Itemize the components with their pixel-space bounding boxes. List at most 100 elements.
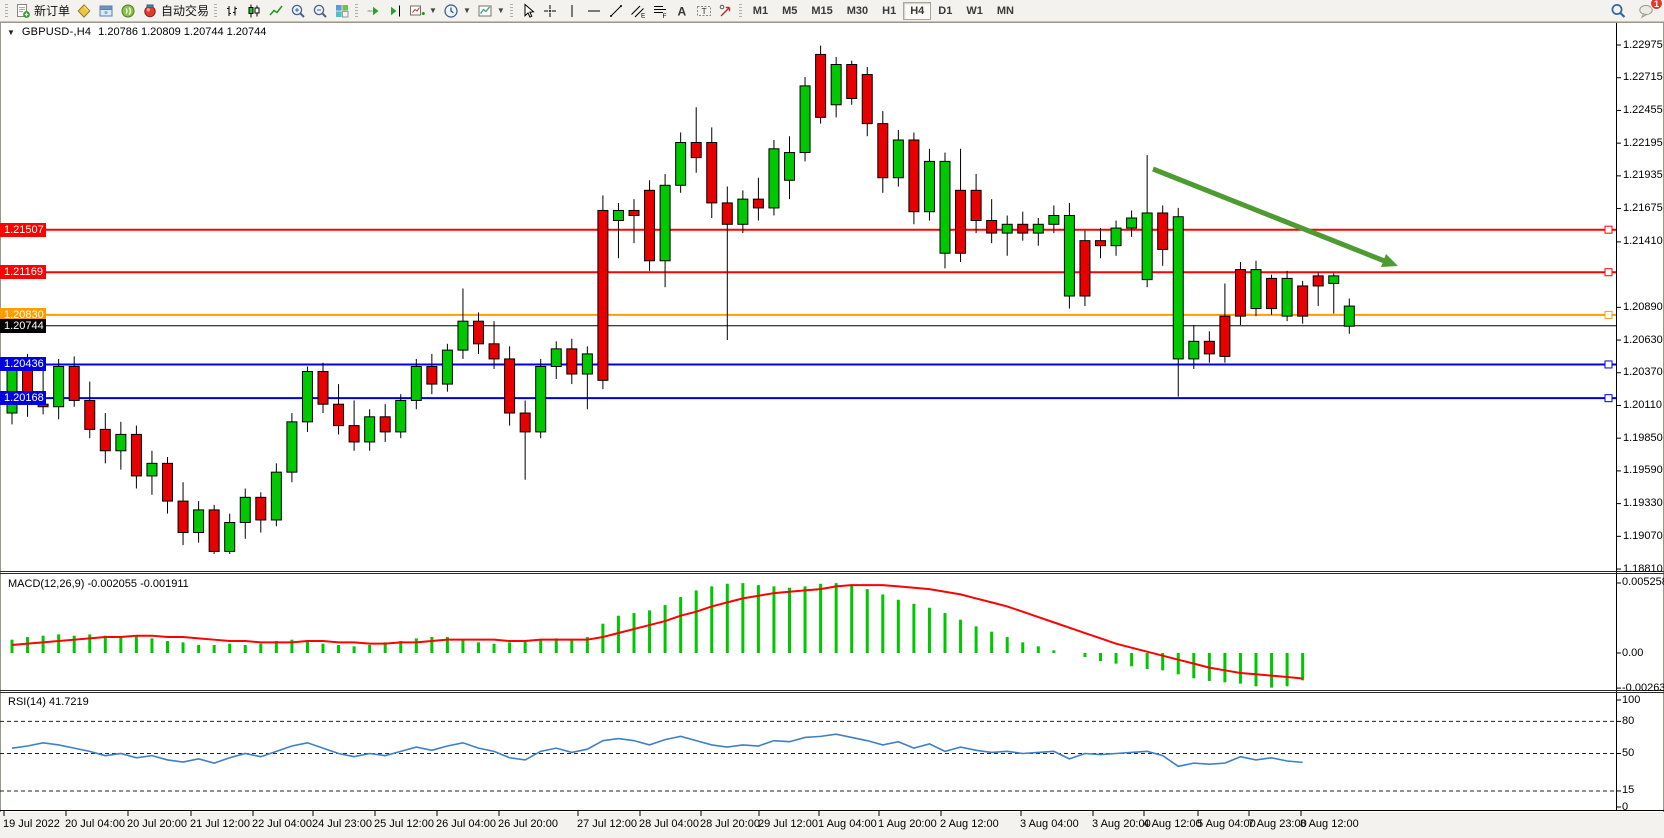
period-icon <box>443 3 459 19</box>
price-tick-label: 1.22715 <box>1623 71 1663 84</box>
price-tick-label: 1.20890 <box>1623 300 1663 313</box>
toolbar-grip <box>5 3 8 18</box>
toolbar-grip <box>738 3 742 18</box>
notification-badge: 1 <box>1650 0 1663 10</box>
cursor-icon <box>520 2 536 19</box>
fibonacci-button[interactable]: F <box>649 1 671 21</box>
autotrade-button[interactable]: 自动交易 <box>139 1 212 21</box>
time-axis-label: 28 Jul 04:00 <box>639 818 699 830</box>
hline-icon <box>586 3 602 19</box>
hline-button[interactable] <box>583 1 605 21</box>
time-axis-label: 22 Jul 04:00 <box>252 818 312 830</box>
price-tick-label: 1.19850 <box>1623 431 1663 444</box>
main-toolbar: 新订单 自动交易 ▼ ▼ ▼ E F A T M1 M5 M15 M30 H1 H4 D1 W1 MN 1 <box>0 0 1664 22</box>
price-tick-label: 1.20110 <box>1623 398 1662 411</box>
new-order-button[interactable]: 新订单 <box>12 1 73 21</box>
price-tick-label: 1.22195 <box>1623 136 1663 149</box>
time-axis-label: 3 Aug 20:00 <box>1092 818 1151 830</box>
terminal-icon <box>98 3 114 19</box>
chart-shift-button[interactable] <box>384 1 406 21</box>
zoom-out-button[interactable] <box>309 1 331 21</box>
price-tick-label: 1.21410 <box>1623 235 1663 248</box>
timeframe-button-d1[interactable]: D1 <box>938 4 953 17</box>
time-axis-label: 24 Jul 23:00 <box>312 818 372 830</box>
rsi-tick-label: 0 <box>1622 800 1629 813</box>
hline-price-label: 1.21169 <box>0 265 46 280</box>
price-tick-label: 1.18810 <box>1623 562 1663 575</box>
label-button[interactable]: T <box>693 1 715 21</box>
timeframe-button-mn[interactable]: MN <box>996 4 1014 17</box>
dropdown-arrow-icon[interactable]: ▼ <box>496 6 505 15</box>
candles-chart-button[interactable] <box>243 1 265 21</box>
trendline-button[interactable] <box>605 1 627 21</box>
period-button[interactable]: ▼ <box>440 1 474 21</box>
autoscroll-button[interactable] <box>362 1 384 21</box>
terminal-button[interactable] <box>95 1 117 21</box>
chart-window[interactable] <box>0 22 1664 838</box>
time-axis-label: 4 Aug 12:00 <box>1143 818 1202 830</box>
timeframe-button-m5[interactable]: M5 <box>782 4 798 17</box>
text-button[interactable]: A <box>671 1 693 21</box>
template-button[interactable]: ▼ <box>474 1 508 21</box>
price-tick-label: 1.19330 <box>1623 497 1663 510</box>
time-axis-label: 1 Aug 04:00 <box>818 818 877 830</box>
notifications-button[interactable]: 1 <box>1635 0 1663 21</box>
timeframe-button-m15[interactable]: M15 <box>811 4 833 17</box>
autotrade-icon <box>142 3 158 19</box>
time-axis-label: 26 Jul 04:00 <box>436 818 496 830</box>
chat-icon <box>1638 3 1654 19</box>
timeframe-button-m1[interactable]: M1 <box>752 4 769 17</box>
hline-price-label: 1.20436 <box>0 357 46 372</box>
time-axis-label: 19 Jul 2022 <box>3 818 60 830</box>
macd-indicator-label: MACD(12,26,9) -0.002055 -0.001911 <box>8 578 189 590</box>
channel-button[interactable]: E <box>627 1 649 21</box>
price-tick-label: 1.22455 <box>1623 103 1663 116</box>
svg-text:T: T <box>701 6 706 16</box>
chart-shift-icon <box>387 3 403 19</box>
rsi-tick-label: 100 <box>1622 693 1641 706</box>
dropdown-arrow-icon[interactable]: ▼ <box>429 6 437 15</box>
rsi-indicator-label: RSI(14) 41.7219 <box>8 696 89 708</box>
market-watch-button[interactable] <box>73 1 95 21</box>
candles-chart-icon <box>246 3 262 19</box>
time-axis-label: 1 Aug 20:00 <box>878 818 937 830</box>
dropdown-arrow-icon[interactable]: ▼ <box>462 6 471 15</box>
text-icon: A <box>674 3 690 19</box>
crosshair-icon <box>542 3 558 19</box>
crosshair-button[interactable] <box>539 1 561 21</box>
zoom-in-icon <box>290 3 306 19</box>
timeframe-button-h4[interactable]: H4 <box>903 1 932 20</box>
trendline-icon <box>608 3 624 19</box>
line-chart-button[interactable] <box>265 1 287 21</box>
hline-price-label: 1.21507 <box>0 222 46 237</box>
autotrade-label: 自动交易 <box>161 4 210 18</box>
zoom-out-icon <box>312 3 328 19</box>
timeframe-button-w1[interactable]: W1 <box>966 4 983 17</box>
vline-button[interactable] <box>561 1 583 21</box>
search-button[interactable] <box>1607 1 1629 21</box>
chart-collapse-icon[interactable]: ▼ <box>7 27 15 37</box>
timeframe-button-m30[interactable]: M30 <box>846 4 869 17</box>
time-axis-label: 20 Jul 04:00 <box>65 818 125 830</box>
time-axis[interactable] <box>0 812 1664 838</box>
new-order-icon <box>15 3 31 19</box>
toolbar-grip <box>214 3 218 18</box>
svg-text:E: E <box>641 12 646 19</box>
time-axis-label: 28 Jul 20:00 <box>700 818 760 830</box>
bars-chart-button[interactable] <box>221 1 243 21</box>
tile-windows-button[interactable] <box>331 1 353 21</box>
new-chart-button[interactable]: ▼ <box>406 1 440 21</box>
sounds-button[interactable] <box>117 1 139 21</box>
price-tick-label: 1.20370 <box>1623 366 1663 379</box>
zoom-in-button[interactable] <box>287 1 309 21</box>
time-axis-label: 21 Jul 12:00 <box>190 818 250 830</box>
time-axis-label: 3 Aug 04:00 <box>1020 818 1079 830</box>
line-chart-icon <box>268 3 284 19</box>
cursor-button[interactable] <box>517 1 539 21</box>
channel-icon: E <box>630 3 646 19</box>
shapes-button[interactable] <box>715 1 737 21</box>
chart-quote-ohlc: 1.20786 1.20809 1.20744 1.20744 <box>98 26 267 38</box>
time-axis-label: 5 Aug 04:00 <box>1197 818 1256 830</box>
search-icon <box>1610 3 1626 19</box>
timeframe-button-h1[interactable]: H1 <box>882 4 897 17</box>
